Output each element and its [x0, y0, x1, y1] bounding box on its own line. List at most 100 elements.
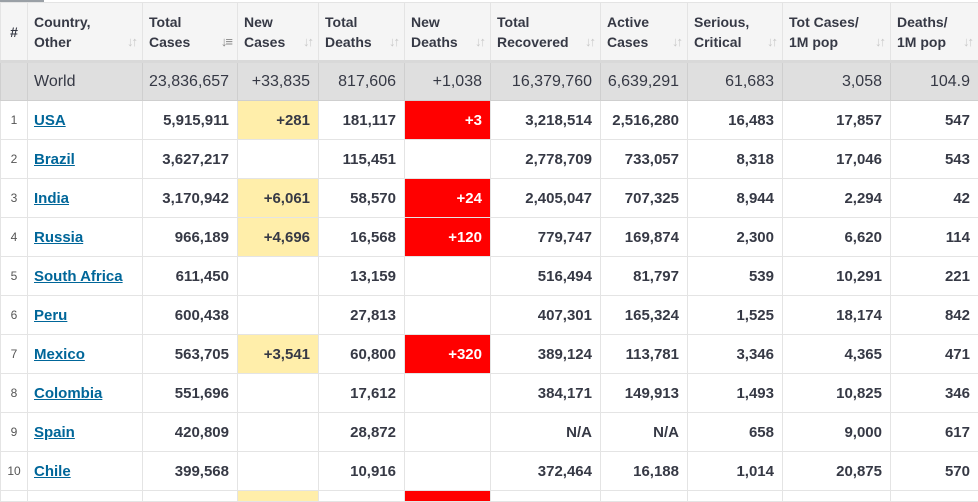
country-link[interactable]: South Africa	[34, 268, 123, 285]
country-cell: Spain	[28, 413, 143, 452]
serious-critical-cell: 658	[688, 413, 783, 452]
country-link[interactable]: Colombia	[34, 385, 102, 402]
country-link[interactable]: USA	[34, 112, 66, 129]
serious-critical-cell	[688, 491, 783, 502]
total-deaths-cell: 28,872	[319, 413, 405, 452]
country-link[interactable]: Russia	[34, 229, 83, 246]
row-number-cell: 5	[1, 257, 28, 296]
serious-critical-cell: 8,318	[688, 140, 783, 179]
column-header-deaths-per-1m[interactable]: Deaths/1M pop↓↑	[891, 3, 978, 62]
header-label-line2: Deaths	[325, 32, 396, 52]
world-country-cell: World	[28, 62, 143, 101]
sort-icon[interactable]: ↓↑	[875, 32, 884, 52]
country-link[interactable]: Mexico	[34, 346, 85, 363]
country-link[interactable]: India	[34, 190, 69, 207]
new-cases-cell: +6,061	[238, 179, 319, 218]
total-deaths-cell: 10,916	[319, 452, 405, 491]
country-cell: Brazil	[28, 140, 143, 179]
header-label-line2: Other	[34, 32, 134, 52]
header-label-line1: Total	[149, 12, 229, 32]
sort-icon[interactable]: ↓↑	[767, 32, 776, 52]
sort-icon[interactable]: ↓↑	[389, 32, 398, 52]
active-cases-cell: 113,781	[601, 335, 688, 374]
total-deaths-cell: 181,117	[319, 101, 405, 140]
sort-icon[interactable]: ↓↑	[963, 32, 972, 52]
cases-per-1m-cell: 20,875	[783, 452, 891, 491]
total-recovered-cell: 2,778,709	[491, 140, 601, 179]
sort-icon[interactable]: ↓↑	[303, 32, 312, 52]
country-cell: India	[28, 179, 143, 218]
country-link[interactable]: Brazil	[34, 151, 75, 168]
new-deaths-cell: +320	[405, 335, 491, 374]
serious-critical-cell: 16,483	[688, 101, 783, 140]
sort-icon[interactable]: ↓↑	[475, 32, 484, 52]
serious-critical-cell: 8,944	[688, 179, 783, 218]
row-number-cell: 7	[1, 335, 28, 374]
sort-icon[interactable]: ↓↑	[672, 32, 681, 52]
row-number-cell: 8	[1, 374, 28, 413]
header-label: #	[10, 24, 18, 40]
column-header-row-number: #	[1, 3, 28, 62]
new-cases-cell	[238, 140, 319, 179]
deaths-per-1m-cell: 42	[891, 179, 978, 218]
deaths-per-1m-cell: 471	[891, 335, 978, 374]
sort-icon[interactable]: ↓↑	[585, 32, 594, 52]
new-deaths-cell	[405, 257, 491, 296]
column-header-country[interactable]: Country,Other↓↑	[28, 3, 143, 62]
total-recovered-cell	[491, 491, 601, 502]
new-deaths-cell	[405, 413, 491, 452]
total-recovered-cell: 372,464	[491, 452, 601, 491]
total-recovered-cell: 3,218,514	[491, 101, 601, 140]
column-header-cases-per-1m[interactable]: Tot Cases/1M pop↓↑	[783, 3, 891, 62]
new-cases-cell	[238, 413, 319, 452]
total-recovered-cell: 407,301	[491, 296, 601, 335]
header-label-line2: Critical	[694, 32, 774, 52]
row-number-cell: 9	[1, 413, 28, 452]
header-label-line1: New	[411, 12, 482, 32]
serious-critical-cell: 1,493	[688, 374, 783, 413]
column-header-serious-critical[interactable]: Serious,Critical↓↑	[688, 3, 783, 62]
country-link[interactable]: Peru	[34, 307, 67, 324]
deaths-per-1m-cell: 543	[891, 140, 978, 179]
country-link[interactable]: Chile	[34, 463, 71, 480]
row-number-cell: 2	[1, 140, 28, 179]
active-cases-cell: 16,188	[601, 452, 688, 491]
header-label-line2: Cases	[149, 32, 229, 52]
row-number-cell: 6	[1, 296, 28, 335]
new-cases-cell: +4,696	[238, 218, 319, 257]
header-label-line1: Country,	[34, 12, 134, 32]
deaths-per-1m-cell: 221	[891, 257, 978, 296]
active-cases-cell: 81,797	[601, 257, 688, 296]
header-label-line2: Recovered	[497, 32, 592, 52]
world-active-cases-cell: 6,639,291	[601, 62, 688, 101]
total-recovered-cell: 779,747	[491, 218, 601, 257]
deaths-per-1m-cell: 346	[891, 374, 978, 413]
header-label-line1: Serious,	[694, 12, 774, 32]
sort-icon[interactable]: ↓↑	[127, 32, 136, 52]
new-deaths-cell	[405, 491, 491, 502]
country-link[interactable]: Spain	[34, 424, 75, 441]
cases-per-1m-cell	[783, 491, 891, 502]
new-cases-cell	[238, 452, 319, 491]
header-label-line2: 1M pop	[897, 32, 970, 52]
row-number-cell: 10	[1, 452, 28, 491]
new-cases-cell	[238, 257, 319, 296]
country-cell: Chile	[28, 452, 143, 491]
total-deaths-cell: 16,568	[319, 218, 405, 257]
sort-desc-icon[interactable]: ↓≡	[221, 32, 231, 52]
total-cases-cell: 966,189	[143, 218, 238, 257]
